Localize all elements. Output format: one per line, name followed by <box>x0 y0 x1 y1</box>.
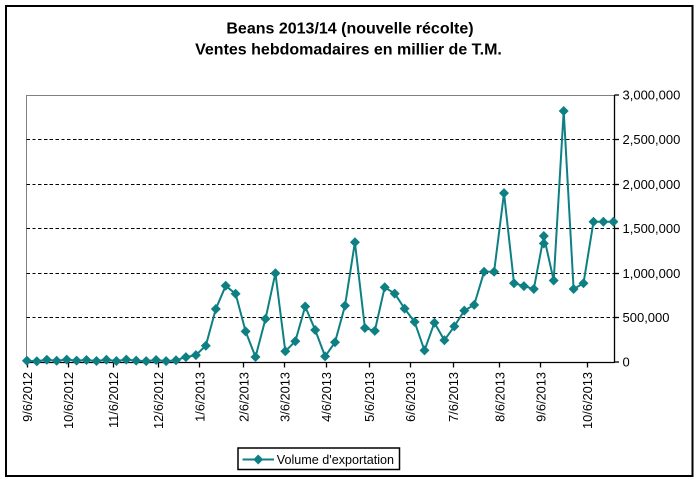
svg-text:8/6/2013: 8/6/2013 <box>493 372 508 422</box>
svg-text:2/6/2013: 2/6/2013 <box>236 372 251 422</box>
svg-text:Beans 2013/14 (nouvelle récolt: Beans 2013/14 (nouvelle récolte) <box>226 21 473 38</box>
svg-text:4/6/2013: 4/6/2013 <box>319 372 334 422</box>
svg-text:2,500,000: 2,500,000 <box>623 132 681 147</box>
svg-text:3/6/2013: 3/6/2013 <box>278 372 293 422</box>
svg-text:10/6/2012: 10/6/2012 <box>61 372 76 429</box>
svg-text:11/6/2012: 11/6/2012 <box>106 372 121 428</box>
svg-text:9/6/2013: 9/6/2013 <box>534 372 549 422</box>
svg-text:6/6/2013: 6/6/2013 <box>403 372 418 422</box>
svg-text:1,000,000: 1,000,000 <box>623 266 681 281</box>
svg-text:Ventes hebdomadaires en millie: Ventes hebdomadaires en millier de T.M. <box>195 42 502 59</box>
svg-text:3,000,000: 3,000,000 <box>623 88 681 103</box>
svg-text:2,000,000: 2,000,000 <box>623 177 681 192</box>
svg-text:7/6/2013: 7/6/2013 <box>446 372 461 422</box>
svg-text:9/6/2012: 9/6/2012 <box>20 372 35 422</box>
svg-text:500,000: 500,000 <box>623 310 670 325</box>
svg-text:Volume d'exportation: Volume d'exportation <box>277 453 394 467</box>
svg-text:12/6/2012: 12/6/2012 <box>151 372 166 429</box>
svg-text:10/6/2013: 10/6/2013 <box>580 372 595 429</box>
svg-text:1/6/2013: 1/6/2013 <box>193 372 208 422</box>
svg-text:1,500,000: 1,500,000 <box>623 221 681 236</box>
svg-text:5/6/2013: 5/6/2013 <box>362 372 377 422</box>
svg-text:0: 0 <box>623 355 630 370</box>
